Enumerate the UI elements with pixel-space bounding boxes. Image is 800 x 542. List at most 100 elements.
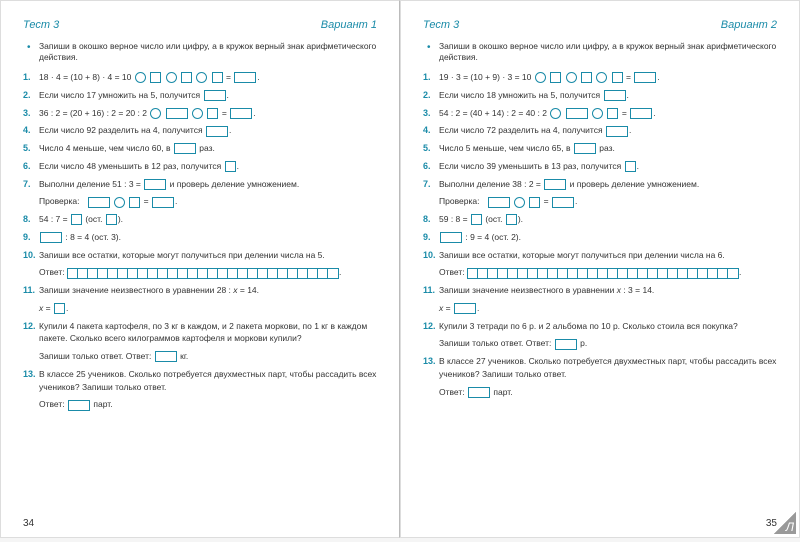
page-number: 34 — [23, 518, 34, 529]
box-input[interactable] — [604, 90, 626, 101]
box-input[interactable] — [129, 197, 140, 208]
box-input[interactable] — [625, 161, 636, 172]
box-input[interactable] — [555, 339, 577, 350]
circle-input[interactable] — [135, 72, 146, 83]
pnum: 7. — [423, 178, 431, 192]
box-input[interactable] — [150, 72, 161, 83]
pnum: 4. — [423, 124, 431, 138]
problem-4: 4. Если число 72 разделить на 4, получит… — [423, 124, 777, 137]
box-input[interactable] — [144, 179, 166, 190]
circle-input[interactable] — [114, 197, 125, 208]
box-input[interactable] — [88, 197, 110, 208]
answer-row[interactable] — [67, 268, 339, 279]
problem-11-x: x = . — [23, 302, 377, 315]
box-input[interactable] — [212, 72, 223, 83]
pnum: 6. — [423, 160, 431, 174]
problem-8: 8. 59 : 8 = (ост. ). — [423, 213, 777, 226]
problem-6: 6. Если число 39 уменьшить в 13 раз, пол… — [423, 160, 777, 173]
pnum: 6. — [23, 160, 31, 174]
circle-input[interactable] — [196, 72, 207, 83]
box-input[interactable] — [207, 108, 218, 119]
pnum: 13. — [23, 368, 36, 382]
box-input[interactable] — [68, 400, 90, 411]
answer-row[interactable] — [467, 268, 739, 279]
pnum: 10. — [23, 249, 36, 263]
problem-13-ans: Ответ: парт. — [423, 386, 777, 399]
box-input[interactable] — [529, 197, 540, 208]
circle-input[interactable] — [550, 108, 561, 119]
box-input[interactable] — [544, 179, 566, 190]
box-input[interactable] — [574, 143, 596, 154]
problem-4: 4. Если число 92 разделить на 4, получит… — [23, 124, 377, 137]
problem-7: 7. Выполни деление 38 : 2 = и проверь де… — [423, 178, 777, 191]
problem-12-ans: Запиши только ответ. Ответ: кг. — [23, 350, 377, 363]
box-input[interactable] — [166, 108, 188, 119]
header-left: Тест 3 Вариант 1 — [23, 19, 377, 31]
circle-input[interactable] — [192, 108, 203, 119]
problem-2: 2. Если число 17 умножить на 5, получитс… — [23, 89, 377, 102]
pnum: 2. — [23, 89, 31, 103]
box-input[interactable] — [152, 197, 174, 208]
problem-6: 6. Если число 48 уменьшить в 12 раз, пол… — [23, 160, 377, 173]
pnum: 12. — [23, 320, 36, 334]
problem-7: 7. Выполни деление 51 : 3 = и проверь де… — [23, 178, 377, 191]
page-right: Тест 3 Вариант 2 Запиши в окошко верное … — [400, 0, 800, 538]
problem-12: 12. Купили 4 пакета картофеля, по 3 кг в… — [23, 320, 377, 346]
problem-13-ans: Ответ: парт. — [23, 398, 377, 411]
box-input[interactable] — [155, 351, 177, 362]
box-input[interactable] — [106, 214, 117, 225]
circle-input[interactable] — [535, 72, 546, 83]
circle-input[interactable] — [514, 197, 525, 208]
box-input[interactable] — [606, 126, 628, 137]
box-input[interactable] — [488, 197, 510, 208]
circle-input[interactable] — [596, 72, 607, 83]
pnum: 8. — [423, 213, 431, 227]
box-input[interactable] — [440, 232, 462, 243]
box-input[interactable] — [230, 108, 252, 119]
box-input[interactable] — [607, 108, 618, 119]
pnum: 8. — [23, 213, 31, 227]
box-input[interactable] — [630, 108, 652, 119]
box-input[interactable] — [454, 303, 476, 314]
problem-7-check: Проверка: = . — [423, 195, 777, 208]
problem-13: 13. В классе 25 учеников. Сколько потреб… — [23, 368, 377, 394]
problem-11: 11. Запиши значение неизвестного в уравн… — [423, 284, 777, 297]
box-input[interactable] — [468, 387, 490, 398]
box-input[interactable] — [550, 72, 561, 83]
pnum: 7. — [23, 178, 31, 192]
box-input[interactable] — [174, 143, 196, 154]
box-input[interactable] — [54, 303, 65, 314]
box-input[interactable] — [581, 72, 592, 83]
problem-10: 10. Запиши все остатки, которые могут по… — [423, 249, 777, 262]
box-input[interactable] — [471, 214, 482, 225]
box-input[interactable] — [206, 126, 228, 137]
problem-13: 13. В классе 27 учеников. Сколько потреб… — [423, 355, 777, 381]
problem-5: 5. Число 4 меньше, чем число 60, в раз. — [23, 142, 377, 155]
instruction: Запиши в окошко верное число или цифру, … — [23, 41, 377, 63]
instruction: Запиши в окошко верное число или цифру, … — [423, 41, 777, 63]
circle-input[interactable] — [150, 108, 161, 119]
circle-input[interactable] — [166, 72, 177, 83]
circle-input[interactable] — [592, 108, 603, 119]
box-input[interactable] — [566, 108, 588, 119]
page-left: Тест 3 Вариант 1 Запиши в окошко верное … — [0, 0, 400, 538]
box-input[interactable] — [204, 90, 226, 101]
box-input[interactable] — [506, 214, 517, 225]
problem-8: 8. 54 : 7 = (ост. ). — [23, 213, 377, 226]
pnum: 11. — [23, 284, 35, 298]
pnum: 9. — [23, 231, 31, 245]
pnum: 5. — [423, 142, 431, 156]
box-input[interactable] — [234, 72, 256, 83]
pnum: 13. — [423, 355, 436, 369]
header-right: Тест 3 Вариант 2 — [423, 19, 777, 31]
box-input[interactable] — [634, 72, 656, 83]
problem-11: 11. Запиши значение неизвестного в уравн… — [23, 284, 377, 297]
problem-9: 9. : 8 = 4 (ост. 3). — [23, 231, 377, 244]
box-input[interactable] — [552, 197, 574, 208]
box-input[interactable] — [71, 214, 82, 225]
box-input[interactable] — [225, 161, 236, 172]
box-input[interactable] — [181, 72, 192, 83]
box-input[interactable] — [40, 232, 62, 243]
box-input[interactable] — [612, 72, 623, 83]
circle-input[interactable] — [566, 72, 577, 83]
